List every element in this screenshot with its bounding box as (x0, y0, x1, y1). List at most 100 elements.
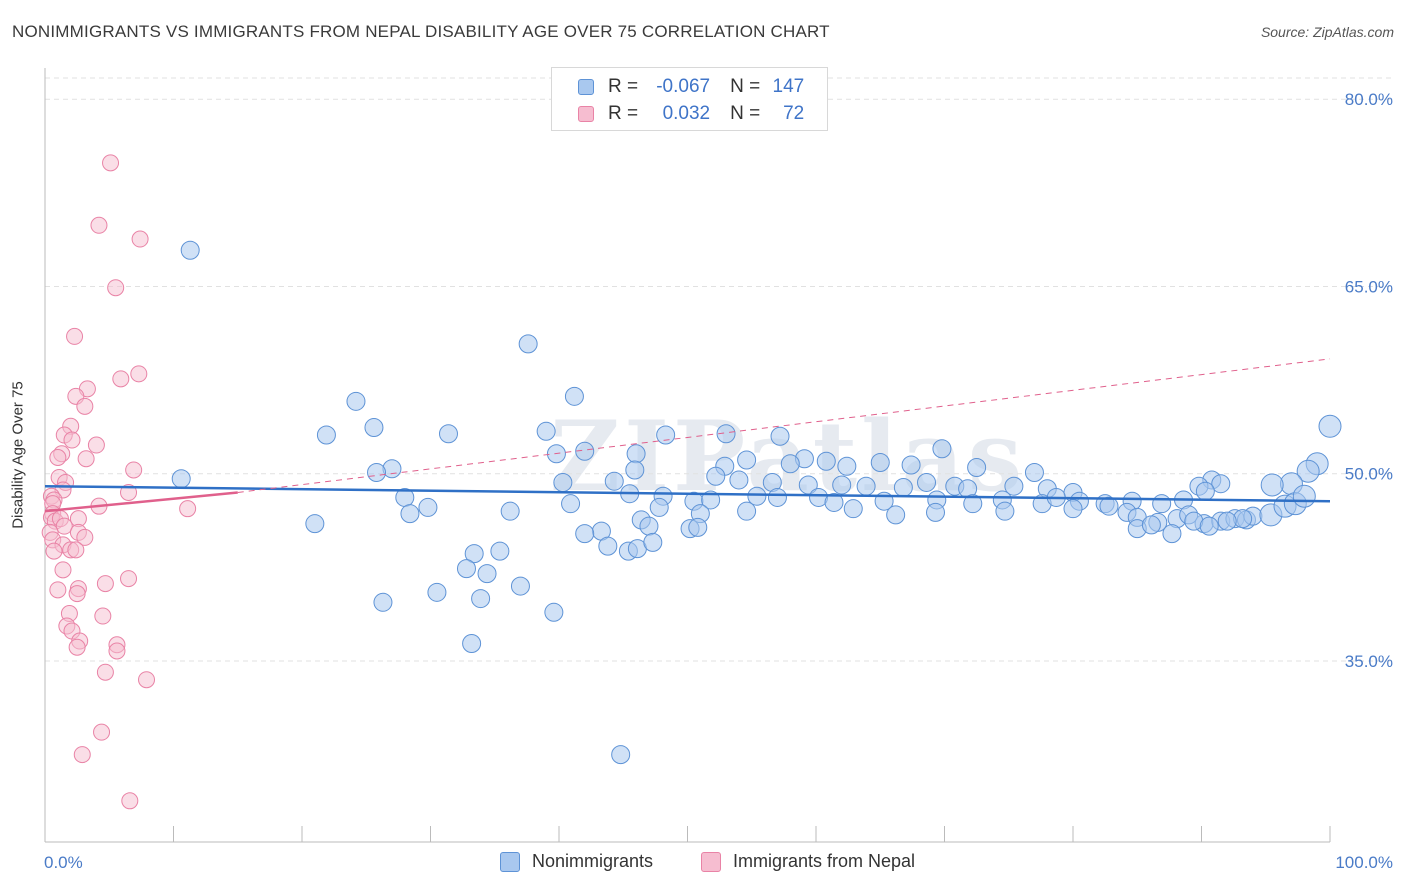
nepal-point (138, 671, 156, 689)
nepal-point (76, 397, 94, 415)
nonimmigrant-point (598, 536, 618, 556)
nepal-point (68, 585, 86, 603)
nonimmigrant-point (656, 425, 676, 445)
nonimmigrant-point (639, 516, 659, 536)
nonimmigrant-point (767, 487, 787, 507)
source-label: Source: ZipAtlas.com (1260, 24, 1394, 40)
trend-line-nepal (44, 491, 238, 513)
nonimmigrant-point (1162, 524, 1182, 544)
nonimmigrant-point (625, 460, 645, 480)
blue-swatch (578, 79, 594, 95)
nonimmigrant-point (305, 514, 325, 534)
nonimmigrants-points (171, 240, 1342, 765)
nonimmigrant-point (729, 470, 749, 490)
nonimmigrant-point (553, 472, 573, 492)
nepal-point (66, 327, 84, 345)
legend-row-nonimmigrants: R = -0.067 N = 147 (578, 74, 804, 100)
nonimmigrant-point (575, 441, 595, 461)
series-legend: Nonimmigrants Immigrants from Nepal (0, 851, 1406, 877)
nonimmigrant-point (575, 524, 595, 544)
nonimmigrant-point (780, 454, 800, 474)
nonimmigrant-point (456, 559, 476, 579)
nepal-point (67, 541, 85, 559)
nonimmigrant-point (995, 501, 1015, 521)
nonimmigrant-point (824, 492, 844, 512)
nepal-point (87, 436, 105, 454)
nonimmigrant-point (477, 564, 497, 584)
legend-row-nepal: R = 0.032 N = 72 (578, 101, 804, 127)
nonimmigrant-point (518, 334, 538, 354)
r-value: 0.032 (662, 103, 711, 124)
nonimmigrant-point (1260, 473, 1284, 497)
nepal-point (96, 575, 114, 593)
nonimmigrant-point (747, 486, 767, 506)
n-label: N = (730, 76, 761, 97)
nonimmigrant-point (701, 490, 721, 510)
axes (44, 68, 1331, 843)
nonimmigrant-point (438, 424, 458, 444)
nepal-point (130, 365, 148, 383)
tick-labels: 35.0% 50.0% 65.0% 80.0% 0.0% 100.0% (44, 90, 1393, 872)
nonimmigrant-point (870, 452, 890, 472)
immigrants-nepal-points (41, 154, 197, 810)
legend-label: Nonimmigrants (532, 851, 654, 871)
nonimmigrant-point (926, 502, 946, 522)
nonimmigrant-point (1141, 515, 1161, 535)
blue-swatch (500, 851, 520, 872)
nonimmigrant-point (427, 582, 447, 602)
nepal-point (49, 581, 67, 599)
nonimmigrant-point (564, 386, 584, 406)
n-value: 72 (783, 103, 805, 124)
nepal-point (45, 542, 63, 560)
nonimmigrant-point (1211, 474, 1231, 494)
nonimmigrant-point (1152, 494, 1172, 514)
legend-item-nonimmigrants: Nonimmigrants (500, 851, 653, 872)
pink-swatch (701, 851, 721, 872)
nonimmigrant-point (893, 477, 913, 497)
nonimmigrant-point (1217, 511, 1237, 531)
nonimmigrant-point (171, 469, 191, 489)
stats-legend: R = -0.067 N = 147 R = 0.032 N = 72 (551, 67, 828, 131)
nonimmigrant-point (471, 589, 491, 609)
nonimmigrant-point (917, 472, 937, 492)
r-label: R = (608, 76, 639, 97)
nepal-point (112, 370, 130, 388)
legend-label: Immigrants from Nepal (733, 851, 916, 871)
nonimmigrant-point (1296, 459, 1320, 483)
n-value: 147 (772, 76, 805, 97)
trend-line-nonimmigrants (44, 484, 1331, 503)
nonimmigrant-point (626, 444, 646, 464)
nonimmigrant-point (737, 501, 757, 521)
nepal-point (90, 216, 108, 234)
nonimmigrant-point (716, 424, 736, 444)
nepal-point (94, 607, 112, 625)
nepal-point (125, 461, 143, 479)
nonimmigrant-point (816, 451, 836, 471)
y-tick-label: 80.0% (1345, 90, 1393, 109)
nonimmigrant-point (373, 592, 393, 612)
y-tick-label: 65.0% (1345, 277, 1393, 296)
nonimmigrant-point (180, 240, 200, 260)
nonimmigrant-point (832, 475, 852, 495)
nepal-point (131, 230, 149, 248)
nonimmigrant-point (536, 421, 556, 441)
nepal-point (120, 570, 138, 588)
nonimmigrant-point (1195, 481, 1215, 501)
nepal-point (76, 528, 94, 546)
nonimmigrant-point (856, 476, 876, 496)
nepal-point (77, 450, 95, 468)
nonimmigrant-point (1199, 516, 1219, 536)
nepal-point (96, 663, 114, 681)
nonimmigrant-point (611, 745, 631, 765)
nonimmigrant-point (688, 517, 708, 537)
nepal-point (93, 723, 111, 741)
x-tick-label: 0.0% (44, 853, 83, 872)
nepal-point (49, 448, 67, 466)
nonimmigrant-point (604, 471, 624, 491)
legend-item-nepal: Immigrants from Nepal (701, 851, 915, 872)
nonimmigrant-point (364, 418, 384, 438)
x-tick-label: 100.0% (1335, 853, 1393, 872)
trend-lines (44, 358, 1331, 513)
nonimmigrant-point (706, 466, 726, 486)
